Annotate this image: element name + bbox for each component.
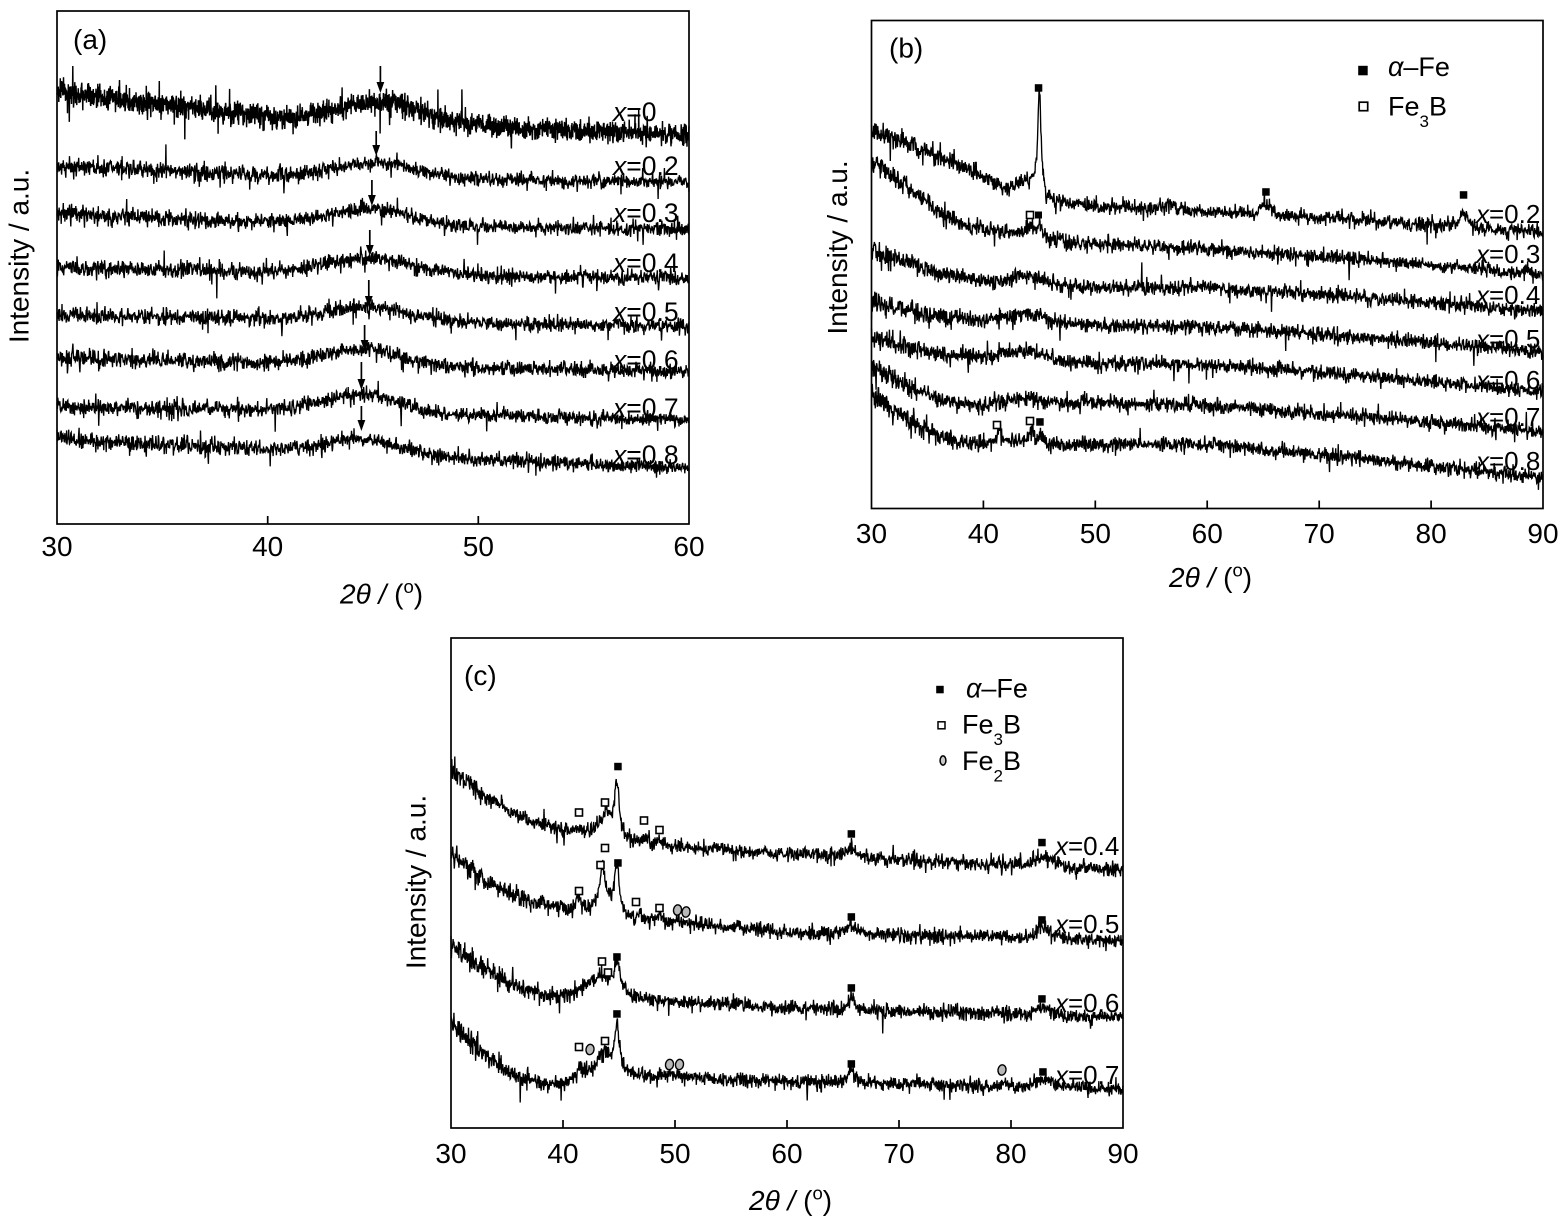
svg-text:80: 80 [1416,518,1447,549]
svg-text:2θ / (o): 2θ / (o) [748,1183,832,1217]
svg-text:x=0.7: x=0.7 [1053,1060,1119,1090]
svg-text:x=0.6: x=0.6 [1474,365,1540,395]
svg-text:x=0.6: x=0.6 [611,345,679,375]
svg-text:60: 60 [1192,518,1223,549]
svg-text:40: 40 [968,518,999,549]
svg-text:x=0.5: x=0.5 [1474,324,1540,354]
svg-text:50: 50 [463,531,494,562]
svg-text:80: 80 [995,1138,1026,1169]
svg-text:90: 90 [1107,1138,1138,1169]
svg-text:x=0.8: x=0.8 [611,440,679,470]
svg-text:30: 30 [856,518,887,549]
svg-text:x=0.2: x=0.2 [611,151,679,181]
svg-text:x=0: x=0 [611,97,656,127]
svg-text:x=0.4: x=0.4 [611,248,679,278]
svg-text:x=0.4: x=0.4 [1474,280,1540,310]
svg-text:40: 40 [252,531,283,562]
svg-text:x=0.4: x=0.4 [1053,831,1119,861]
svg-text:x=0.7: x=0.7 [1474,402,1540,432]
svg-text:50: 50 [1080,518,1111,549]
svg-text:50: 50 [659,1138,690,1169]
svg-text:x=0.6: x=0.6 [1053,988,1119,1018]
svg-text:40: 40 [547,1138,578,1169]
svg-text:x=0.3: x=0.3 [1474,239,1540,269]
svg-text:30: 30 [435,1138,466,1169]
svg-text:x=0.8: x=0.8 [1474,446,1540,476]
svg-text:x=0.7: x=0.7 [611,393,679,423]
svg-text:x=0.2: x=0.2 [1474,199,1540,229]
svg-text:Intensity / a.u.: Intensity / a.u. [4,169,35,343]
svg-text:Intensity / a.u.: Intensity / a.u. [401,795,432,969]
svg-text:70: 70 [883,1138,914,1169]
svg-text:70: 70 [1304,518,1335,549]
svg-text:(a): (a) [73,24,107,55]
svg-text:x=0.5: x=0.5 [611,297,679,327]
svg-text:30: 30 [41,531,72,562]
svg-text:x=0.3: x=0.3 [611,198,679,228]
svg-text:(c): (c) [464,660,497,691]
svg-text:60: 60 [771,1138,802,1169]
svg-text:Intensity / a.u.: Intensity / a.u. [822,160,853,334]
svg-text:60: 60 [673,531,704,562]
svg-text:x=0.5: x=0.5 [1053,909,1119,939]
svg-text:(b): (b) [889,33,923,64]
svg-text:α–Fe: α–Fe [966,674,1028,704]
svg-text:α–Fe: α–Fe [1388,52,1450,82]
svg-text:90: 90 [1527,518,1558,549]
